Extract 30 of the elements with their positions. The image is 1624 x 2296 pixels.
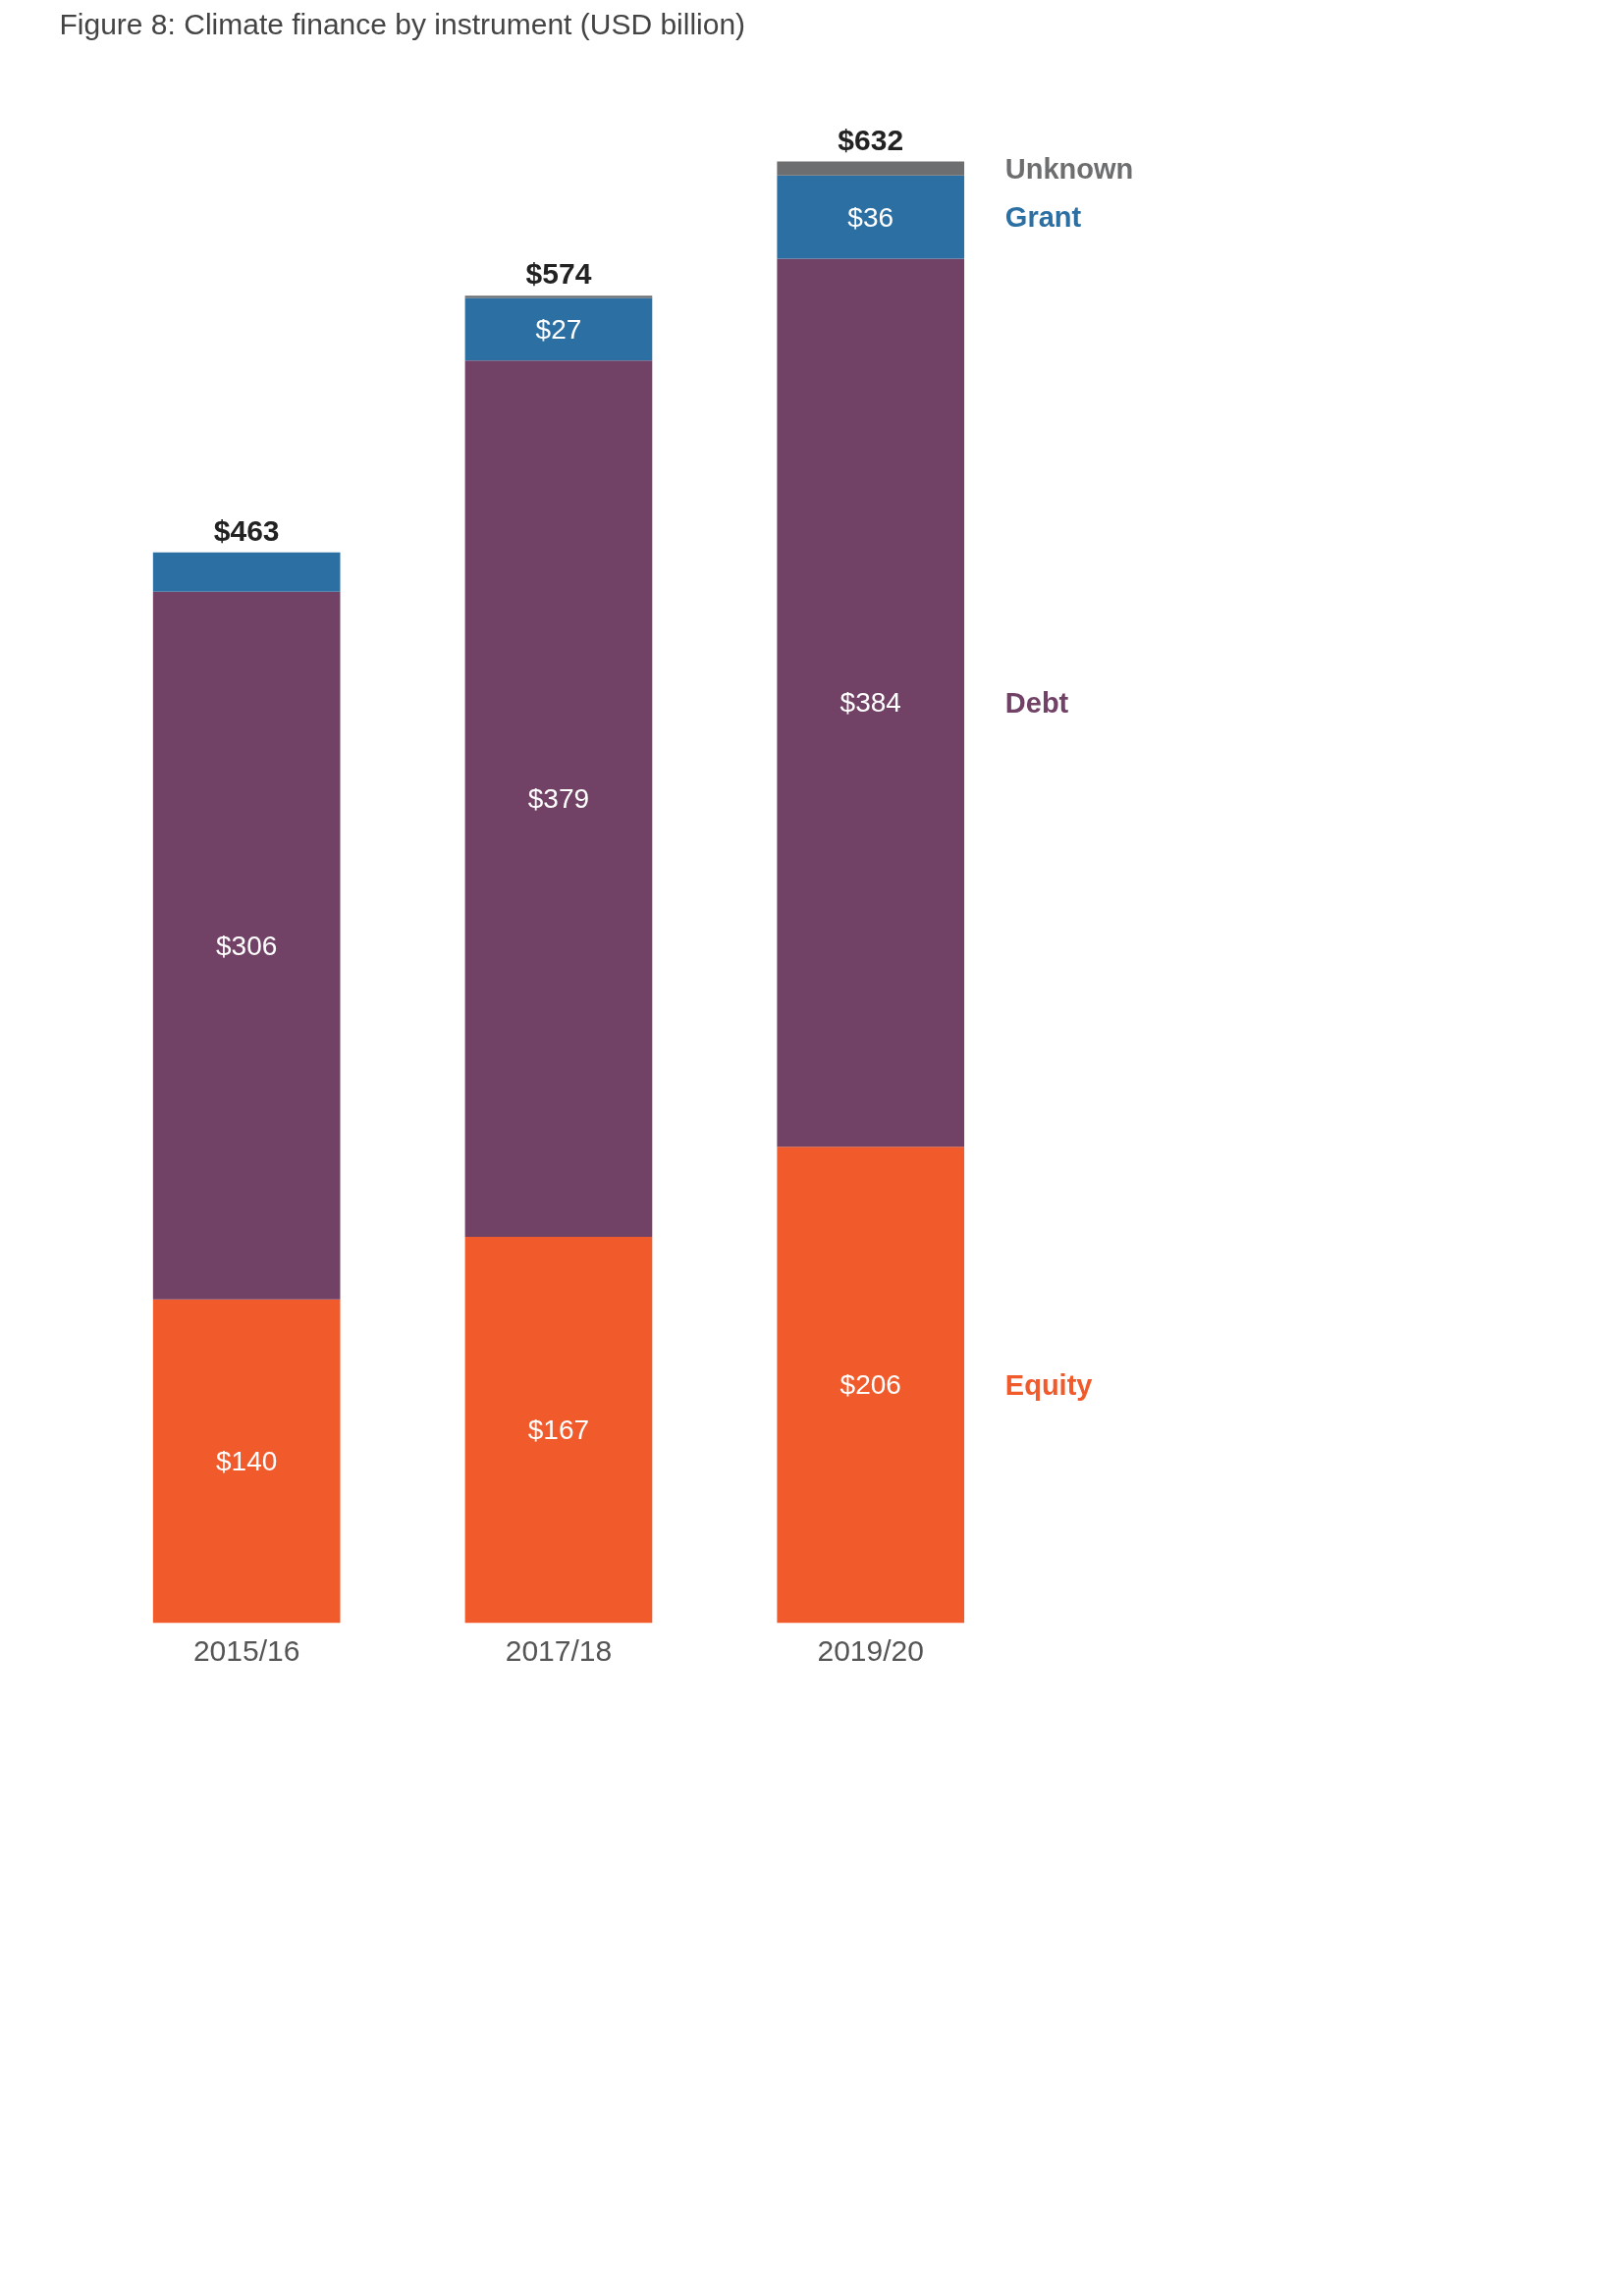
data-label: $167 bbox=[527, 1415, 590, 1446]
x-tick-label: 2017/18 bbox=[505, 1633, 613, 1667]
data-label: $36 bbox=[847, 201, 894, 233]
bar bbox=[152, 552, 341, 592]
bar bbox=[777, 161, 965, 176]
bar bbox=[464, 360, 653, 1238]
bar bbox=[464, 297, 653, 361]
chart-title: Figure 8: Climate finance by instrument (USD billion) bbox=[59, 7, 746, 40]
total-label: $574 bbox=[525, 257, 592, 291]
series-label: Grant bbox=[1004, 201, 1082, 234]
data-label: $306 bbox=[216, 930, 278, 961]
bar bbox=[777, 175, 965, 259]
bar bbox=[152, 1299, 341, 1624]
x-tick-label: 2015/16 bbox=[192, 1633, 300, 1667]
series-label: Equity bbox=[1004, 1368, 1093, 1401]
data-label: $206 bbox=[839, 1369, 901, 1401]
x-tick-label: 2019/20 bbox=[817, 1633, 924, 1667]
bar bbox=[777, 258, 965, 1148]
bar bbox=[464, 295, 653, 298]
data-label: $27 bbox=[535, 313, 582, 345]
bar bbox=[152, 591, 341, 1300]
bar bbox=[464, 1237, 653, 1624]
series-label: Unknown bbox=[1004, 152, 1134, 185]
data-label: $384 bbox=[839, 687, 901, 719]
data-label: $140 bbox=[216, 1446, 278, 1477]
bar bbox=[777, 1147, 965, 1624]
series-label: Debt bbox=[1004, 686, 1069, 719]
data-label: $379 bbox=[527, 783, 590, 815]
total-label: $463 bbox=[213, 513, 280, 547]
total-label: $632 bbox=[838, 123, 904, 156]
